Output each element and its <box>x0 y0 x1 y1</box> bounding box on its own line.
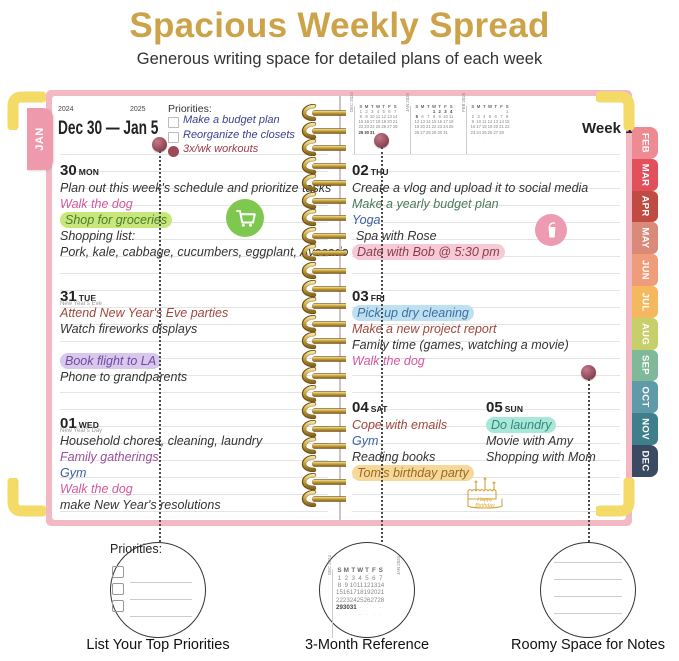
svg-text:Birthday: Birthday <box>475 503 495 509</box>
